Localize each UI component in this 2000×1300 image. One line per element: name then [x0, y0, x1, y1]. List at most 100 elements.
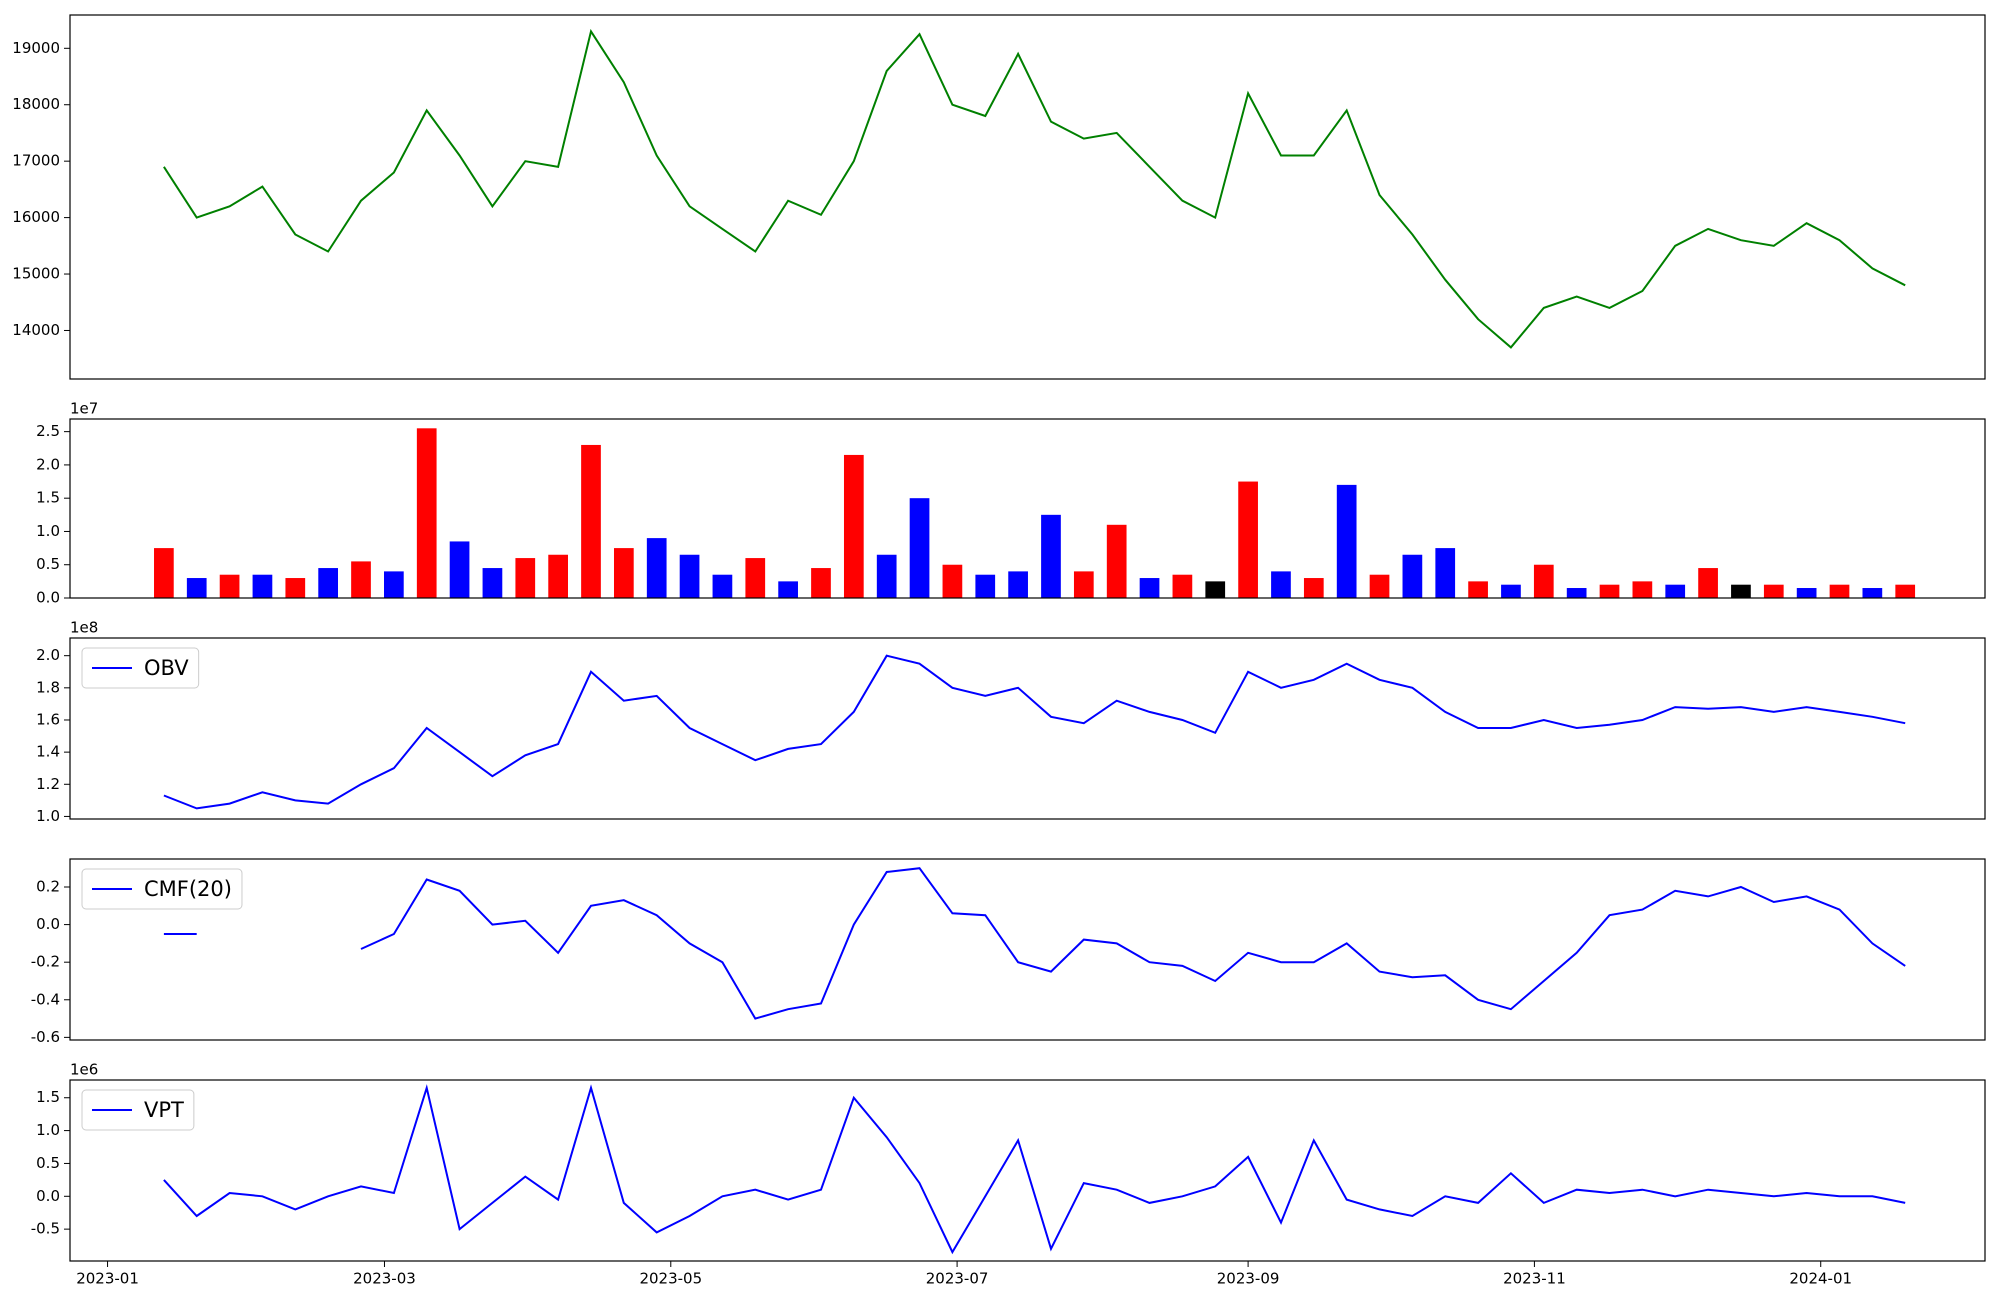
y-tick-label: 2.0 [36, 646, 60, 664]
panel: -0.5 0.0 0.5 1.0 1.5 2023-01 2023-03 2023-05 202… [31, 1061, 1986, 1288]
bar [1205, 581, 1226, 598]
x-tick-label: 2024-01 [1789, 1270, 1852, 1288]
bar [515, 558, 536, 598]
legend-label: OBV [144, 656, 189, 680]
panel: 14000 15000 16000 17000 18000 19000 [12, 14, 1986, 380]
bar [186, 578, 207, 598]
axes-frame [69, 858, 1986, 1041]
line [163, 1084, 1906, 1255]
legend-box [81, 1089, 195, 1131]
bar [1895, 584, 1916, 598]
bar [975, 574, 996, 598]
bar [449, 541, 470, 598]
bar [1238, 481, 1258, 598]
y-tick-label: 1.2 [36, 775, 60, 793]
bar [285, 578, 306, 598]
bar [679, 554, 700, 598]
bar [1632, 581, 1653, 598]
panel: 1.0 1.2 1.4 1.6 1.8 2.0 1e8 OBV [36, 619, 1986, 825]
bar [154, 548, 174, 598]
bar [219, 574, 240, 598]
y-tick-label: 18000 [12, 95, 60, 113]
bar [1566, 588, 1587, 598]
legend-label: VPT [144, 1098, 184, 1122]
bar [548, 554, 568, 598]
bar [613, 548, 634, 598]
bar [1829, 584, 1850, 598]
bar [1862, 588, 1883, 598]
y-tick-label: 0.5 [36, 555, 60, 573]
y-tick-label: -0.5 [31, 1220, 60, 1238]
bar [745, 558, 766, 598]
y-tick-label: 1.5 [36, 489, 60, 507]
bar [1041, 514, 1061, 598]
axes-frame [69, 418, 1986, 599]
y-tick-label: 2.5 [36, 422, 60, 440]
offset-text: 1e8 [70, 619, 98, 637]
bar [416, 428, 437, 598]
y-tick-label: 0.2 [36, 878, 60, 896]
bar [1336, 484, 1357, 598]
bar [646, 538, 667, 598]
bar [1303, 578, 1324, 598]
y-tick-label: 2.0 [36, 455, 60, 473]
y-tick-label: 14000 [12, 321, 60, 339]
bar [942, 564, 963, 598]
bar [252, 574, 273, 598]
y-tick-label: 1.0 [36, 522, 60, 540]
axes-frame [69, 637, 1986, 820]
bar [351, 561, 371, 598]
x-tick-label: 2023-07 [926, 1270, 989, 1288]
y-tick-label: 19000 [12, 39, 60, 57]
bar [778, 581, 798, 598]
y-tick-label: 1.0 [36, 1121, 60, 1139]
line [163, 654, 1906, 810]
bar [1501, 584, 1521, 598]
bar [1763, 584, 1784, 598]
bar [482, 568, 503, 598]
legend-label: CMF(20) [144, 877, 232, 901]
y-tick-label: 1.5 [36, 1088, 60, 1106]
bar [843, 454, 864, 598]
y-tick-label: 0.0 [36, 1187, 60, 1205]
offset-text: 1e6 [70, 1061, 98, 1079]
bar [1468, 581, 1488, 598]
y-tick-label: 0.5 [36, 1154, 60, 1172]
y-tick-label: 1.4 [36, 743, 60, 761]
bar [1533, 564, 1554, 598]
bar [1271, 571, 1291, 598]
x-tick-label: 2023-11 [1503, 1270, 1566, 1288]
panel: 0.0 0.5 1.0 1.5 2.0 2.5 1e7 [36, 400, 1986, 607]
bar [1008, 571, 1028, 598]
y-tick-label: 0.0 [36, 915, 60, 933]
panel: -0.6 -0.4 -0.2 0.0 0.2 CMF(20) [31, 858, 1986, 1046]
bar [1435, 548, 1456, 598]
y-tick-label: -0.6 [31, 1028, 60, 1046]
bar [581, 444, 601, 598]
bar [1172, 574, 1193, 598]
y-tick-label: 17000 [12, 152, 60, 170]
bar [909, 498, 930, 598]
bar [1731, 584, 1751, 598]
bar [1106, 524, 1127, 598]
x-tick-label: 2023-03 [353, 1270, 416, 1288]
bar [1369, 574, 1390, 598]
bar [876, 554, 897, 598]
line [163, 867, 1906, 1020]
y-tick-label: 16000 [12, 208, 60, 226]
bar [1796, 588, 1817, 598]
x-tick-label: 2023-09 [1217, 1270, 1280, 1288]
bar [318, 568, 339, 598]
offset-text: 1e7 [70, 400, 98, 418]
bar [1073, 571, 1094, 598]
y-tick-label: 1.8 [36, 678, 60, 696]
y-tick-label: 1.6 [36, 710, 60, 728]
y-tick-label: 15000 [12, 265, 60, 283]
bar [1139, 578, 1160, 598]
bar [712, 574, 733, 598]
axes-frame [69, 14, 1986, 380]
x-tick-label: 2023-01 [76, 1270, 139, 1288]
legend-box [81, 868, 243, 910]
line [163, 28, 1906, 349]
legend-box [81, 647, 200, 689]
